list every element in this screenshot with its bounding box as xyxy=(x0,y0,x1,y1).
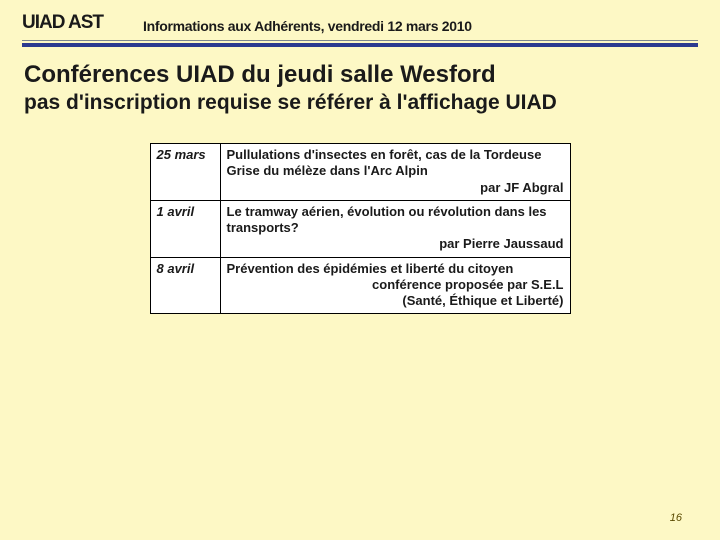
speaker-text: conférence proposée par S.E.L (Santé, Ét… xyxy=(227,277,564,310)
topic-text: Prévention des épidémies et liberté du c… xyxy=(227,261,564,277)
cell-date: 8 avril xyxy=(150,257,220,314)
rule-blue xyxy=(22,43,698,47)
conference-table: 25 mars Pullulations d'insectes en forêt… xyxy=(150,143,571,314)
cell-desc: Pullulations d'insectes en forêt, cas de… xyxy=(220,144,570,201)
table-row: 1 avril Le tramway aérien, évolution ou … xyxy=(150,200,570,257)
cell-desc: Le tramway aérien, évolution ou révoluti… xyxy=(220,200,570,257)
table-row: 8 avril Prévention des épidémies et libe… xyxy=(150,257,570,314)
slide: UIAD AST Informations aux Adhérents, ven… xyxy=(0,0,720,540)
header: UIAD AST Informations aux Adhérents, ven… xyxy=(22,12,698,34)
header-subtitle: Informations aux Adhérents, vendredi 12 … xyxy=(143,18,472,34)
topic-text: Le tramway aérien, évolution ou révoluti… xyxy=(227,204,564,237)
speaker-text: par JF Abgral xyxy=(227,180,564,196)
cell-date: 25 mars xyxy=(150,144,220,201)
cell-desc: Prévention des épidémies et liberté du c… xyxy=(220,257,570,314)
page-title: Conférences UIAD du jeudi salle Wesford xyxy=(24,61,696,89)
rule-grey xyxy=(22,40,698,41)
page-subtitle: pas d'inscription requise se référer à l… xyxy=(24,91,696,115)
brand-text: UIAD AST xyxy=(22,12,103,33)
table-row: 25 mars Pullulations d'insectes en forêt… xyxy=(150,144,570,201)
header-rule xyxy=(22,40,698,47)
topic-text: Pullulations d'insectes en forêt, cas de… xyxy=(227,147,564,180)
cell-date: 1 avril xyxy=(150,200,220,257)
body: Conférences UIAD du jeudi salle Wesford … xyxy=(22,61,698,314)
speaker-text: par Pierre Jaussaud xyxy=(227,236,564,252)
page-number: 16 xyxy=(670,512,682,524)
brand-title: UIAD AST xyxy=(22,12,103,34)
